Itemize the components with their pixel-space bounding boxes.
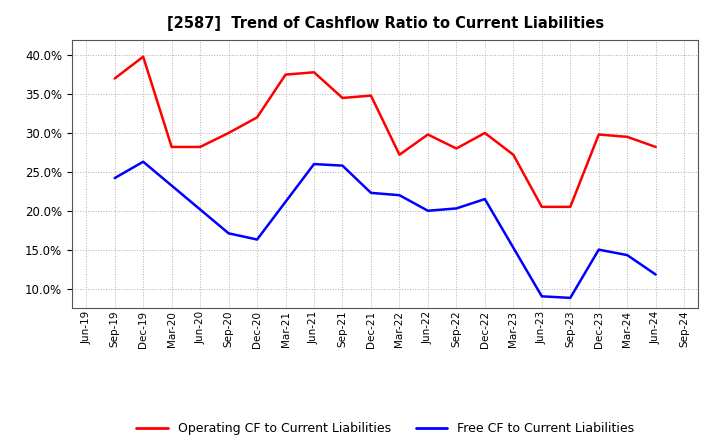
Free CF to Current Liabilities (595, 247, 603, 252)
Title: [2587]  Trend of Cashflow Ratio to Current Liabilities: [2587] Trend of Cashflow Ratio to Curren… (166, 16, 604, 32)
Operating CF to Current Liabilities (139, 54, 148, 59)
Free CF to Current Liabilities (139, 159, 148, 165)
Operating CF to Current Liabilities (595, 132, 603, 137)
Operating CF to Current Liabilities (566, 204, 575, 209)
Free CF to Current Liabilities (623, 253, 631, 258)
Free CF to Current Liabilities (452, 206, 461, 211)
Operating CF to Current Liabilities (225, 130, 233, 136)
Free CF to Current Liabilities (338, 163, 347, 168)
Free CF to Current Liabilities (652, 272, 660, 277)
Free CF to Current Liabilities (395, 193, 404, 198)
Operating CF to Current Liabilities (310, 70, 318, 75)
Operating CF to Current Liabilities (480, 130, 489, 136)
Legend: Operating CF to Current Liabilities, Free CF to Current Liabilities: Operating CF to Current Liabilities, Fre… (130, 416, 640, 440)
Operating CF to Current Liabilities (253, 115, 261, 120)
Operating CF to Current Liabilities (395, 152, 404, 158)
Free CF to Current Liabilities (480, 196, 489, 202)
Free CF to Current Liabilities (423, 208, 432, 213)
Operating CF to Current Liabilities (423, 132, 432, 137)
Operating CF to Current Liabilities (452, 146, 461, 151)
Operating CF to Current Liabilities (537, 204, 546, 209)
Free CF to Current Liabilities (310, 161, 318, 167)
Free CF to Current Liabilities (225, 231, 233, 236)
Free CF to Current Liabilities (110, 176, 119, 181)
Operating CF to Current Liabilities (652, 144, 660, 150)
Operating CF to Current Liabilities (338, 95, 347, 101)
Line: Free CF to Current Liabilities: Free CF to Current Liabilities (114, 162, 656, 298)
Free CF to Current Liabilities (566, 295, 575, 301)
Operating CF to Current Liabilities (509, 152, 518, 158)
Operating CF to Current Liabilities (282, 72, 290, 77)
Operating CF to Current Liabilities (196, 144, 204, 150)
Operating CF to Current Liabilities (366, 93, 375, 98)
Free CF to Current Liabilities (253, 237, 261, 242)
Operating CF to Current Liabilities (110, 76, 119, 81)
Free CF to Current Liabilities (537, 293, 546, 299)
Operating CF to Current Liabilities (623, 134, 631, 139)
Operating CF to Current Liabilities (167, 144, 176, 150)
Line: Operating CF to Current Liabilities: Operating CF to Current Liabilities (114, 57, 656, 207)
Free CF to Current Liabilities (366, 190, 375, 195)
